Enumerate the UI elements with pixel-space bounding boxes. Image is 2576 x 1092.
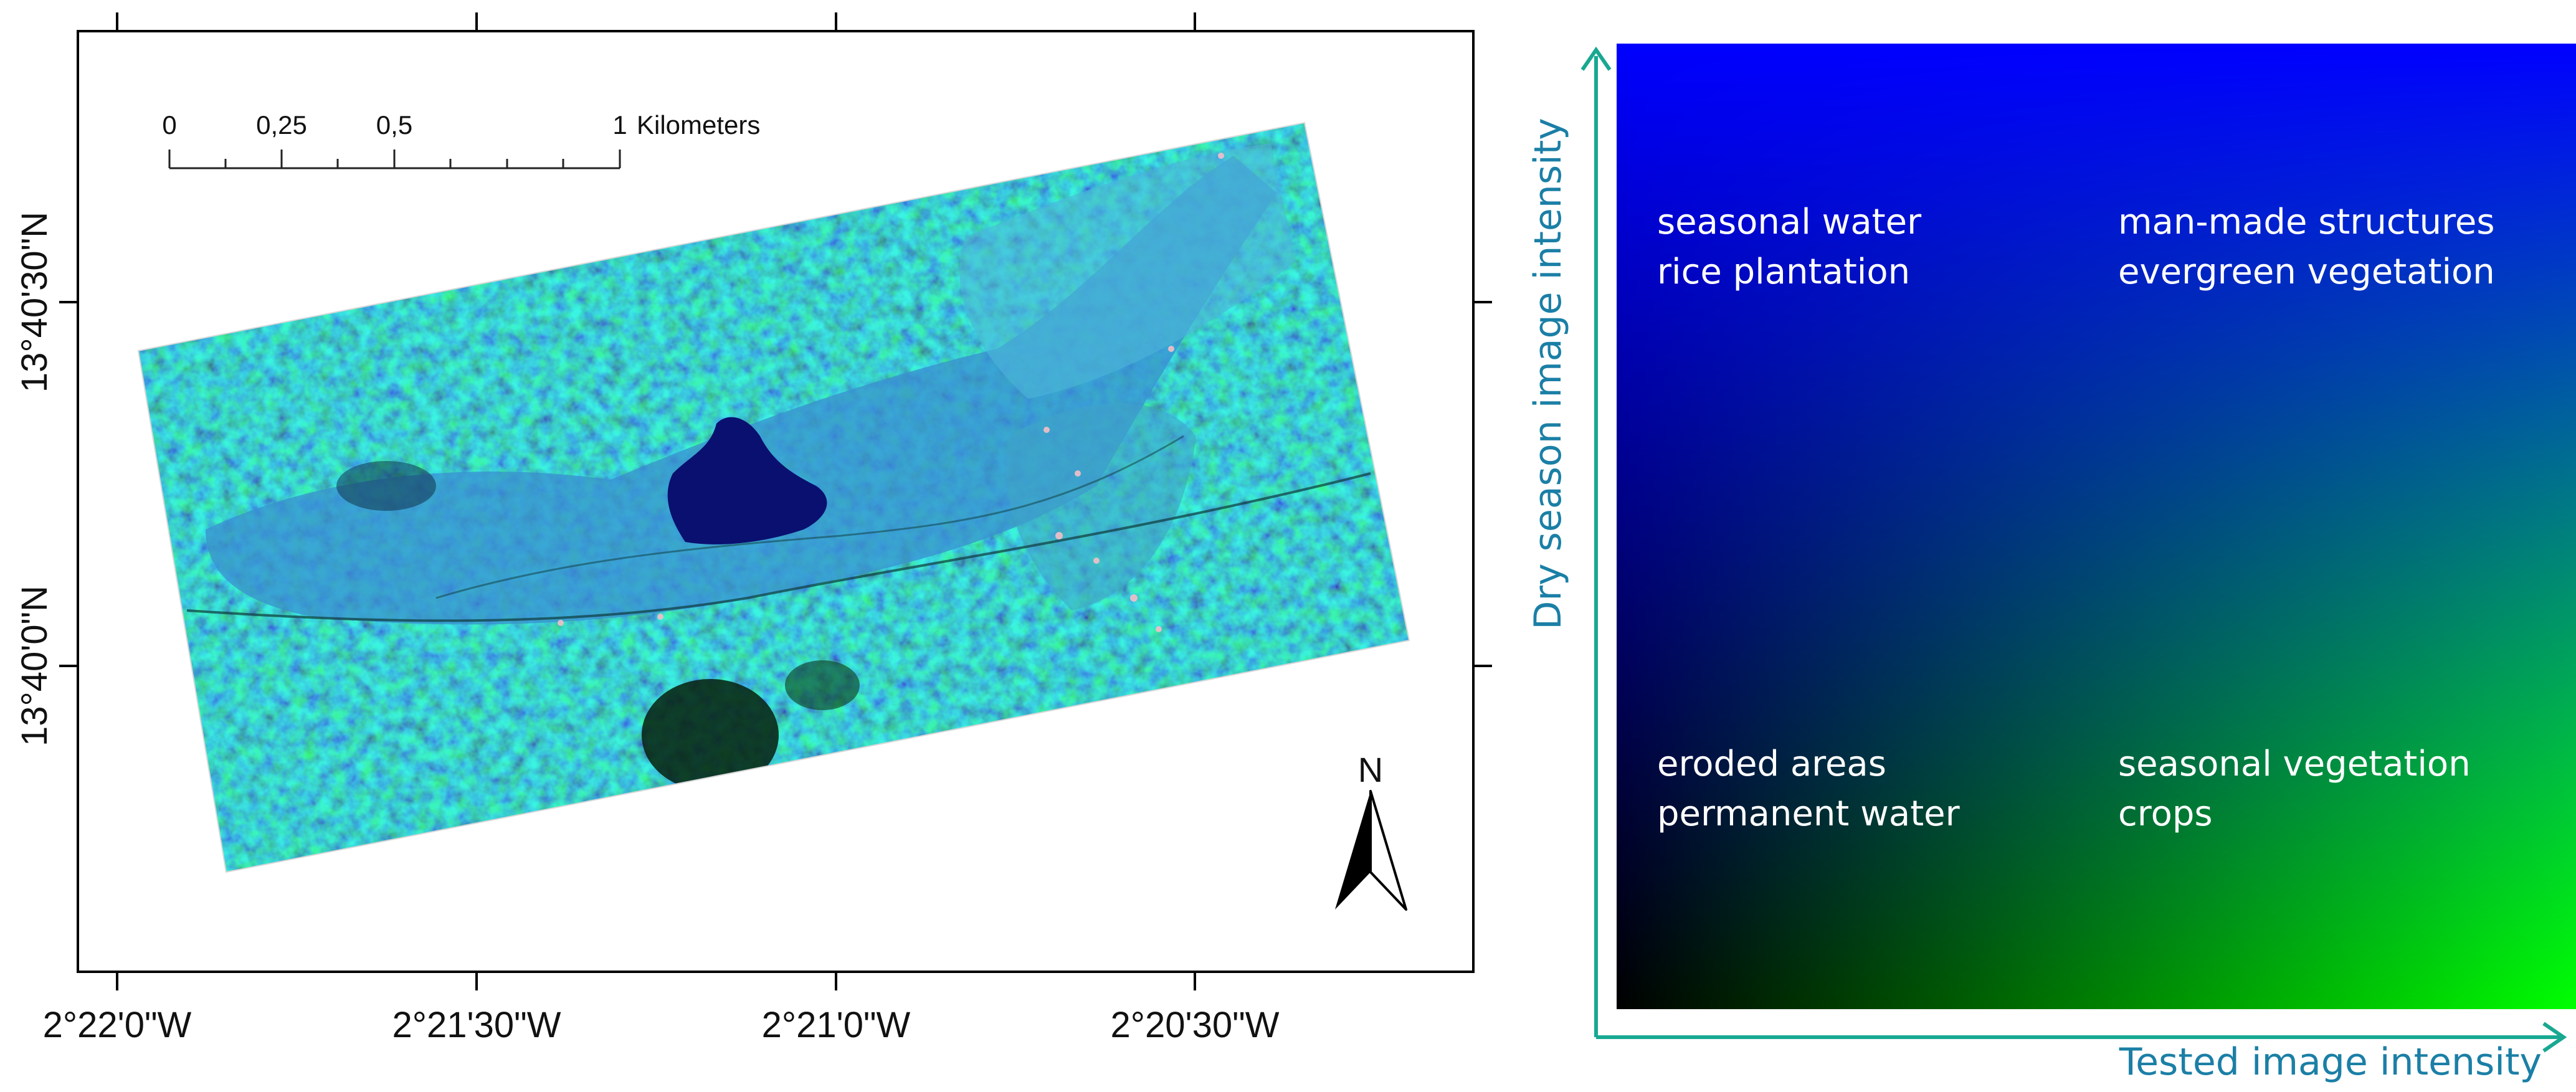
top-right-line-1: man-made structures [2118, 202, 2495, 242]
bottom-left-line-2: permanent water [1657, 794, 1961, 834]
north-arrow: N [1335, 750, 1407, 911]
scale-unit: Kilometers [637, 110, 760, 140]
scale-tick-1: 1 [612, 110, 627, 140]
lon-label-3: 2°21'0"W [762, 1005, 911, 1045]
lat-label-1: 13°40'30"N [14, 212, 55, 392]
lat-label-2: 13°40'0"N [14, 586, 55, 746]
legend-axes [1580, 46, 2567, 1053]
north-label: N [1358, 750, 1383, 789]
lon-label-4: 2°20'30"W [1111, 1005, 1280, 1045]
top-left-line-2: rice plantation [1657, 252, 1910, 292]
lon-label-2: 2°21'30"W [392, 1005, 561, 1045]
legend-panel: Dry season image intensity Tested image … [1526, 44, 2576, 1084]
scale-tick-025: 0,25 [256, 110, 307, 140]
scale-tick-05: 0,5 [376, 110, 412, 140]
x-axis-label: Tested image intensity [2119, 1040, 2542, 1084]
bottom-left-line-1: eroded areas [1657, 744, 1886, 784]
frame-ticks [59, 12, 1492, 990]
reservoir [667, 417, 827, 544]
bottom-right-line-1: seasonal vegetation [2118, 744, 2471, 784]
bottom-right-line-2: crops [2118, 794, 2213, 834]
scale-bar: 0 0,25 0,5 1 Kilometers [162, 110, 760, 169]
map-panel: 0 0,25 0,5 1 Kilometers N 2°22'0"W 2°21'… [14, 12, 1492, 1045]
y-axis-label: Dry season image intensity [1526, 118, 1570, 630]
top-left-line-1: seasonal water [1657, 202, 1922, 242]
scale-tick-0: 0 [162, 110, 176, 140]
top-right-line-2: evergreen vegetation [2118, 252, 2495, 292]
north-arrow-icon [1335, 791, 1371, 909]
lon-label-1: 2°22'0"W [43, 1005, 192, 1045]
